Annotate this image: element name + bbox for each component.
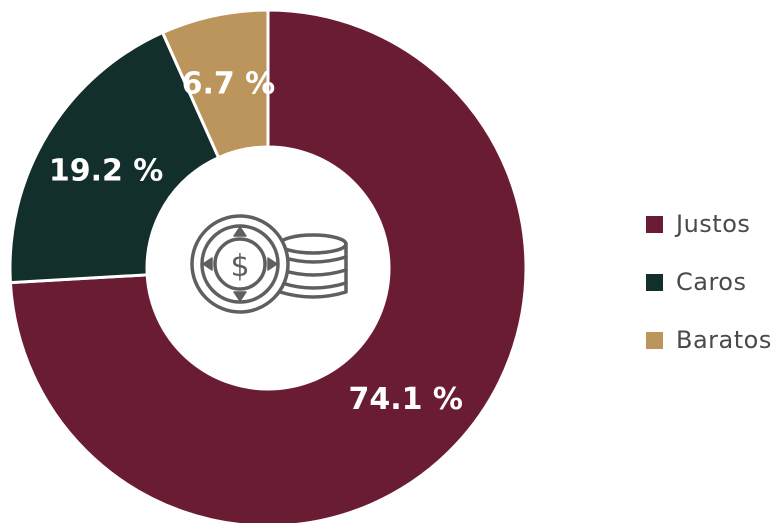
- slice-label-baratos: 6.7 %: [182, 67, 276, 102]
- legend-item-justos: Justos: [646, 195, 772, 253]
- legend-label-justos: Justos: [676, 210, 751, 238]
- legend: Justos Caros Baratos: [646, 195, 772, 369]
- slice-label-caros: 19.2 %: [49, 153, 164, 188]
- legend-swatch-justos: [646, 215, 663, 233]
- slice-baratos: [160, 8, 270, 160]
- svg-text:$: $: [230, 249, 249, 284]
- donut-slices: [8, 8, 528, 523]
- legend-label-caros: Caros: [676, 268, 747, 296]
- legend-label-baratos: Baratos: [676, 326, 772, 354]
- donut-chart: 74.1 % 19.2 % 6.7 % $: [8, 8, 528, 523]
- slice-justos: [8, 8, 528, 523]
- legend-swatch-caros: [646, 273, 663, 291]
- coins-dollar-icon: $: [190, 214, 348, 314]
- slice-caros: [8, 30, 221, 285]
- legend-item-caros: Caros: [646, 253, 772, 311]
- legend-item-baratos: Baratos: [646, 311, 772, 369]
- legend-swatch-baratos: [646, 331, 663, 349]
- slice-label-justos: 74.1 %: [348, 382, 463, 417]
- slice-labels: 74.1 % 19.2 % 6.7 %: [49, 67, 463, 417]
